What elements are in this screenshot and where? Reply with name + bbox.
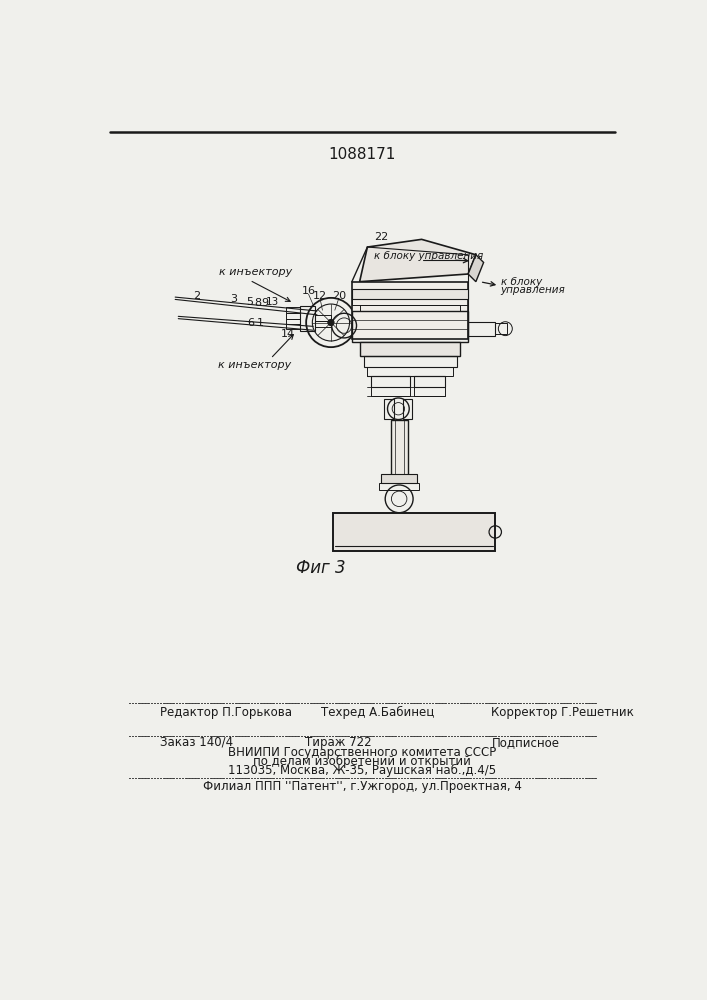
Text: 20: 20 <box>332 291 346 301</box>
Bar <box>286 319 300 324</box>
Text: 3: 3 <box>230 294 238 304</box>
Text: 13: 13 <box>265 297 279 307</box>
Circle shape <box>328 319 334 326</box>
Bar <box>363 356 457 367</box>
Polygon shape <box>360 239 476 282</box>
Bar <box>360 305 460 311</box>
Text: 1088171: 1088171 <box>328 147 396 162</box>
Bar <box>414 387 445 396</box>
Bar <box>286 313 300 319</box>
Text: Фиг 3: Фиг 3 <box>296 559 346 577</box>
Text: 2: 2 <box>193 291 201 301</box>
Bar <box>468 322 495 336</box>
Bar <box>315 315 331 321</box>
Text: к инъектору: к инъектору <box>218 360 291 370</box>
Text: 5: 5 <box>246 297 253 307</box>
Bar <box>360 342 460 356</box>
Text: Филиал ППП ''Патент'', г.Ужгород, ул.Проектная, 4: Филиал ППП ''Патент'', г.Ужгород, ул.Про… <box>202 780 521 793</box>
Text: к инъектору: к инъектору <box>218 267 292 277</box>
Bar <box>403 399 412 419</box>
Bar <box>332 513 495 551</box>
Bar <box>286 307 300 312</box>
Bar <box>300 306 315 331</box>
Text: управления: управления <box>501 285 566 295</box>
Text: к блоку управления: к блоку управления <box>373 251 483 261</box>
Text: к блоку: к блоку <box>501 277 542 287</box>
Bar <box>352 311 468 342</box>
Text: Заказ 140/4: Заказ 140/4 <box>160 736 233 749</box>
Bar <box>385 399 394 419</box>
Bar <box>414 376 445 387</box>
Bar <box>286 324 300 329</box>
Bar <box>391 420 408 477</box>
Text: 12: 12 <box>313 291 327 301</box>
Text: 8: 8 <box>254 298 261 308</box>
Text: 22: 22 <box>374 232 388 242</box>
Text: Тираж 722: Тираж 722 <box>305 736 372 749</box>
Bar <box>371 376 410 387</box>
Text: 1: 1 <box>257 318 264 328</box>
Text: по делам изобретений и открытий: по делам изобретений и открытий <box>253 755 471 768</box>
Bar <box>352 289 468 299</box>
Polygon shape <box>468 255 484 282</box>
Bar <box>368 367 452 376</box>
Bar <box>352 299 468 305</box>
Text: 6: 6 <box>247 318 255 328</box>
Text: 14: 14 <box>281 329 296 339</box>
Text: Редактор П.Горькова: Редактор П.Горькова <box>160 706 292 719</box>
Text: Техред А.Бабинец: Техред А.Бабинец <box>321 706 434 719</box>
Bar <box>315 321 331 327</box>
Text: 9: 9 <box>262 298 269 308</box>
Text: Подписное: Подписное <box>491 736 559 749</box>
Bar <box>495 323 507 334</box>
Text: Корректор Г.Решетник: Корректор Г.Решетник <box>491 706 634 719</box>
Text: 113035, Москва, Ж-35, Раушская наб.,д.4/5: 113035, Москва, Ж-35, Раушская наб.,д.4/… <box>228 764 496 777</box>
Text: 16: 16 <box>301 286 315 296</box>
Bar <box>379 483 419 490</box>
Text: ВНИИПИ Государственного комитета СССР: ВНИИПИ Государственного комитета СССР <box>228 746 496 759</box>
Bar <box>352 282 468 339</box>
Bar <box>381 474 417 483</box>
Bar <box>371 387 410 396</box>
